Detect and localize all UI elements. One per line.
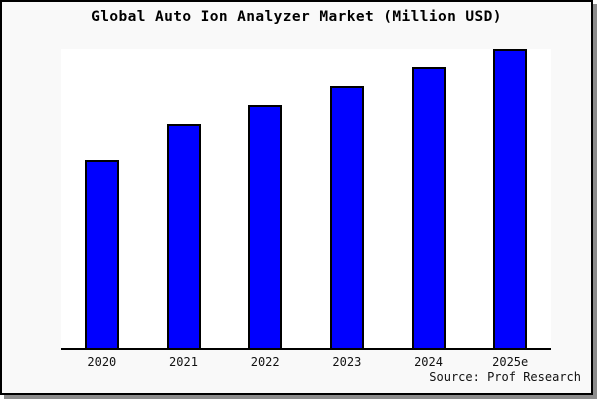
bar-slot-2025e xyxy=(469,49,551,348)
bar-2022 xyxy=(248,105,283,348)
bar-slot-2021 xyxy=(143,49,225,348)
chart-title: Global Auto Ion Analyzer Market (Million… xyxy=(91,9,502,25)
x-tick-label-2022: 2022 xyxy=(250,355,280,369)
x-tick-label-2021: 2021 xyxy=(169,355,198,369)
bar-slot-2024 xyxy=(388,49,470,348)
bar-2023 xyxy=(329,86,364,348)
x-tick-label-2025e: 2025e xyxy=(492,355,529,369)
bar-slot-2023 xyxy=(306,49,388,348)
x-tick-label-2020: 2020 xyxy=(87,355,117,369)
bar-slot-2022 xyxy=(224,49,306,348)
x-tick-label-2024: 2024 xyxy=(414,355,443,369)
source-note: Source: Prof Research xyxy=(429,370,581,384)
chart-figure: Global Auto Ion Analyzer Market (Million… xyxy=(0,0,593,395)
x-axis-labels: 2020 2021 2022 2023 2024 2025e xyxy=(61,355,551,369)
plot-area xyxy=(61,49,551,350)
bar-2024 xyxy=(411,67,446,348)
bar-2025e xyxy=(493,49,528,348)
x-tick-label-2023: 2023 xyxy=(332,355,362,369)
bar-2020 xyxy=(84,160,119,348)
bar-2021 xyxy=(166,124,201,348)
bar-slot-2020 xyxy=(61,49,143,348)
